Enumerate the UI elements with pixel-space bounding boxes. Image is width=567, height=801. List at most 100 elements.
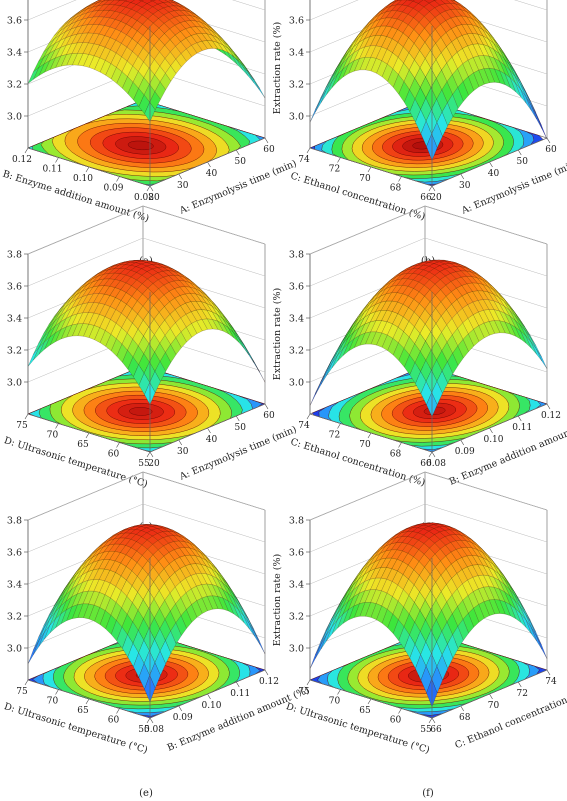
x-tick <box>460 173 465 180</box>
y-tick-label: 55 <box>138 459 150 469</box>
z-tick-label: 3.8 <box>289 250 304 261</box>
z-tick-label: 3.0 <box>289 644 304 655</box>
x-tick-label: 0.08 <box>144 725 164 735</box>
z-tick-label: 3.2 <box>7 80 22 91</box>
z-tick-label: 3.0 <box>7 644 22 655</box>
x-tick <box>178 705 183 712</box>
x-tick-label: 20 <box>148 193 160 203</box>
z-tick-label: 3.2 <box>289 612 304 623</box>
y-tick-label: 55 <box>138 725 150 735</box>
z-tick-label: 3.6 <box>7 548 22 559</box>
x-tick <box>235 149 240 156</box>
y-tick <box>428 451 433 458</box>
z-tick-label: 3.6 <box>289 548 304 559</box>
y-tick <box>337 689 341 695</box>
z-axis-label: Extraction rate (%) <box>272 554 283 646</box>
y-tick-label: 70 <box>359 174 371 184</box>
x-tick-label: 60 <box>545 145 557 155</box>
y-tick-label: 70 <box>329 697 341 707</box>
surface-cell <box>27 347 39 367</box>
z-gridline <box>27 503 266 553</box>
surface-cell <box>238 338 250 356</box>
y-axis-label: C: Ethanol concentration (%) <box>289 436 426 488</box>
x-tick <box>149 451 154 458</box>
z-tick-label: 3.8 <box>7 516 22 527</box>
z-tick-label: 3.2 <box>7 346 22 357</box>
x-tick-label: 0.12 <box>541 411 561 421</box>
y-tick <box>24 413 29 420</box>
z-tick-label: 3.6 <box>289 16 304 27</box>
x-tick <box>264 137 269 144</box>
surface-cell <box>149 0 157 2</box>
x-tick <box>178 439 183 446</box>
surface-cell <box>525 96 537 120</box>
z-tick-label: 3.8 <box>7 250 22 261</box>
z-tick-label: 3.0 <box>289 112 304 123</box>
surface-cell <box>27 640 39 665</box>
x-tick-label: 40 <box>206 435 218 445</box>
z-tick-label: 3.4 <box>7 48 22 59</box>
y-tick <box>85 698 90 705</box>
z-gridline <box>27 205 266 255</box>
x-tick-label: 20 <box>430 193 442 203</box>
x-tick <box>149 717 154 724</box>
y-tick <box>24 147 29 154</box>
x-tick <box>235 415 240 422</box>
y-tick <box>367 432 372 439</box>
y-tick <box>398 442 402 448</box>
z-gridline <box>309 471 548 521</box>
y-tick <box>55 689 59 695</box>
y-tick <box>146 185 151 192</box>
x-tick-label: 70 <box>488 701 500 711</box>
x-tick <box>207 693 211 700</box>
y-tick <box>428 717 433 724</box>
x-tick-label: 0.09 <box>173 713 193 723</box>
x-tick <box>489 427 493 434</box>
z-axis-label: Extraction rate (%) <box>0 288 1 380</box>
panel-d: 3.0 3.2 3.4 3.6 3.8 Extraction rate (%) 0.08 0.… <box>272 205 567 533</box>
x-tick-label: 0.08 <box>426 459 446 469</box>
contour-level <box>127 140 154 151</box>
panel-b: 3.0 3.2 3.4 3.6 3.8 Extraction rate (%) 20 30 40… <box>272 0 567 267</box>
x-tick-label: 40 <box>488 169 500 179</box>
panel-label: (e) <box>139 788 153 799</box>
y-tick-label: 0.10 <box>73 174 93 184</box>
x-tick-label: 66 <box>430 725 442 735</box>
z-gridline <box>27 471 266 521</box>
surface-cell <box>138 0 144 2</box>
surface-cell <box>248 73 260 91</box>
z-gridline <box>309 0 548 21</box>
y-tick-label: 74 <box>298 421 310 431</box>
panel-a: 3.0 3.2 3.4 3.6 3.8 Extraction rate (%) 20 30 40… <box>0 0 298 267</box>
x-tick-label: 0.10 <box>483 435 503 445</box>
y-tick-label: 65 <box>359 706 371 716</box>
response-surface <box>27 0 266 122</box>
surface-cell <box>530 105 542 129</box>
surface-cell <box>33 632 45 655</box>
surface-cell <box>315 635 327 659</box>
surface-cell <box>315 372 327 395</box>
response-surface <box>27 524 266 703</box>
z-tick-label: 3.4 <box>289 314 304 325</box>
y-tick <box>116 176 120 182</box>
z-axis-label: Extraction rate (%) <box>0 22 1 114</box>
y-tick-label: 68 <box>390 184 402 194</box>
surface-cell <box>233 332 245 349</box>
z-tick-label: 3.6 <box>7 282 22 293</box>
x-tick-label: 68 <box>459 713 471 723</box>
z-tick-label: 3.0 <box>7 112 22 123</box>
x-tick-label: 20 <box>148 459 160 469</box>
z-tick-label: 3.6 <box>289 282 304 293</box>
x-tick <box>207 427 211 434</box>
surface-cell <box>248 623 260 645</box>
y-tick <box>398 708 402 714</box>
y-tick <box>146 451 151 458</box>
z-tick-label: 3.4 <box>289 48 304 59</box>
y-tick <box>306 679 311 686</box>
y-tick <box>116 442 120 448</box>
y-tick <box>24 679 29 686</box>
y-tick-label: 70 <box>47 431 59 441</box>
